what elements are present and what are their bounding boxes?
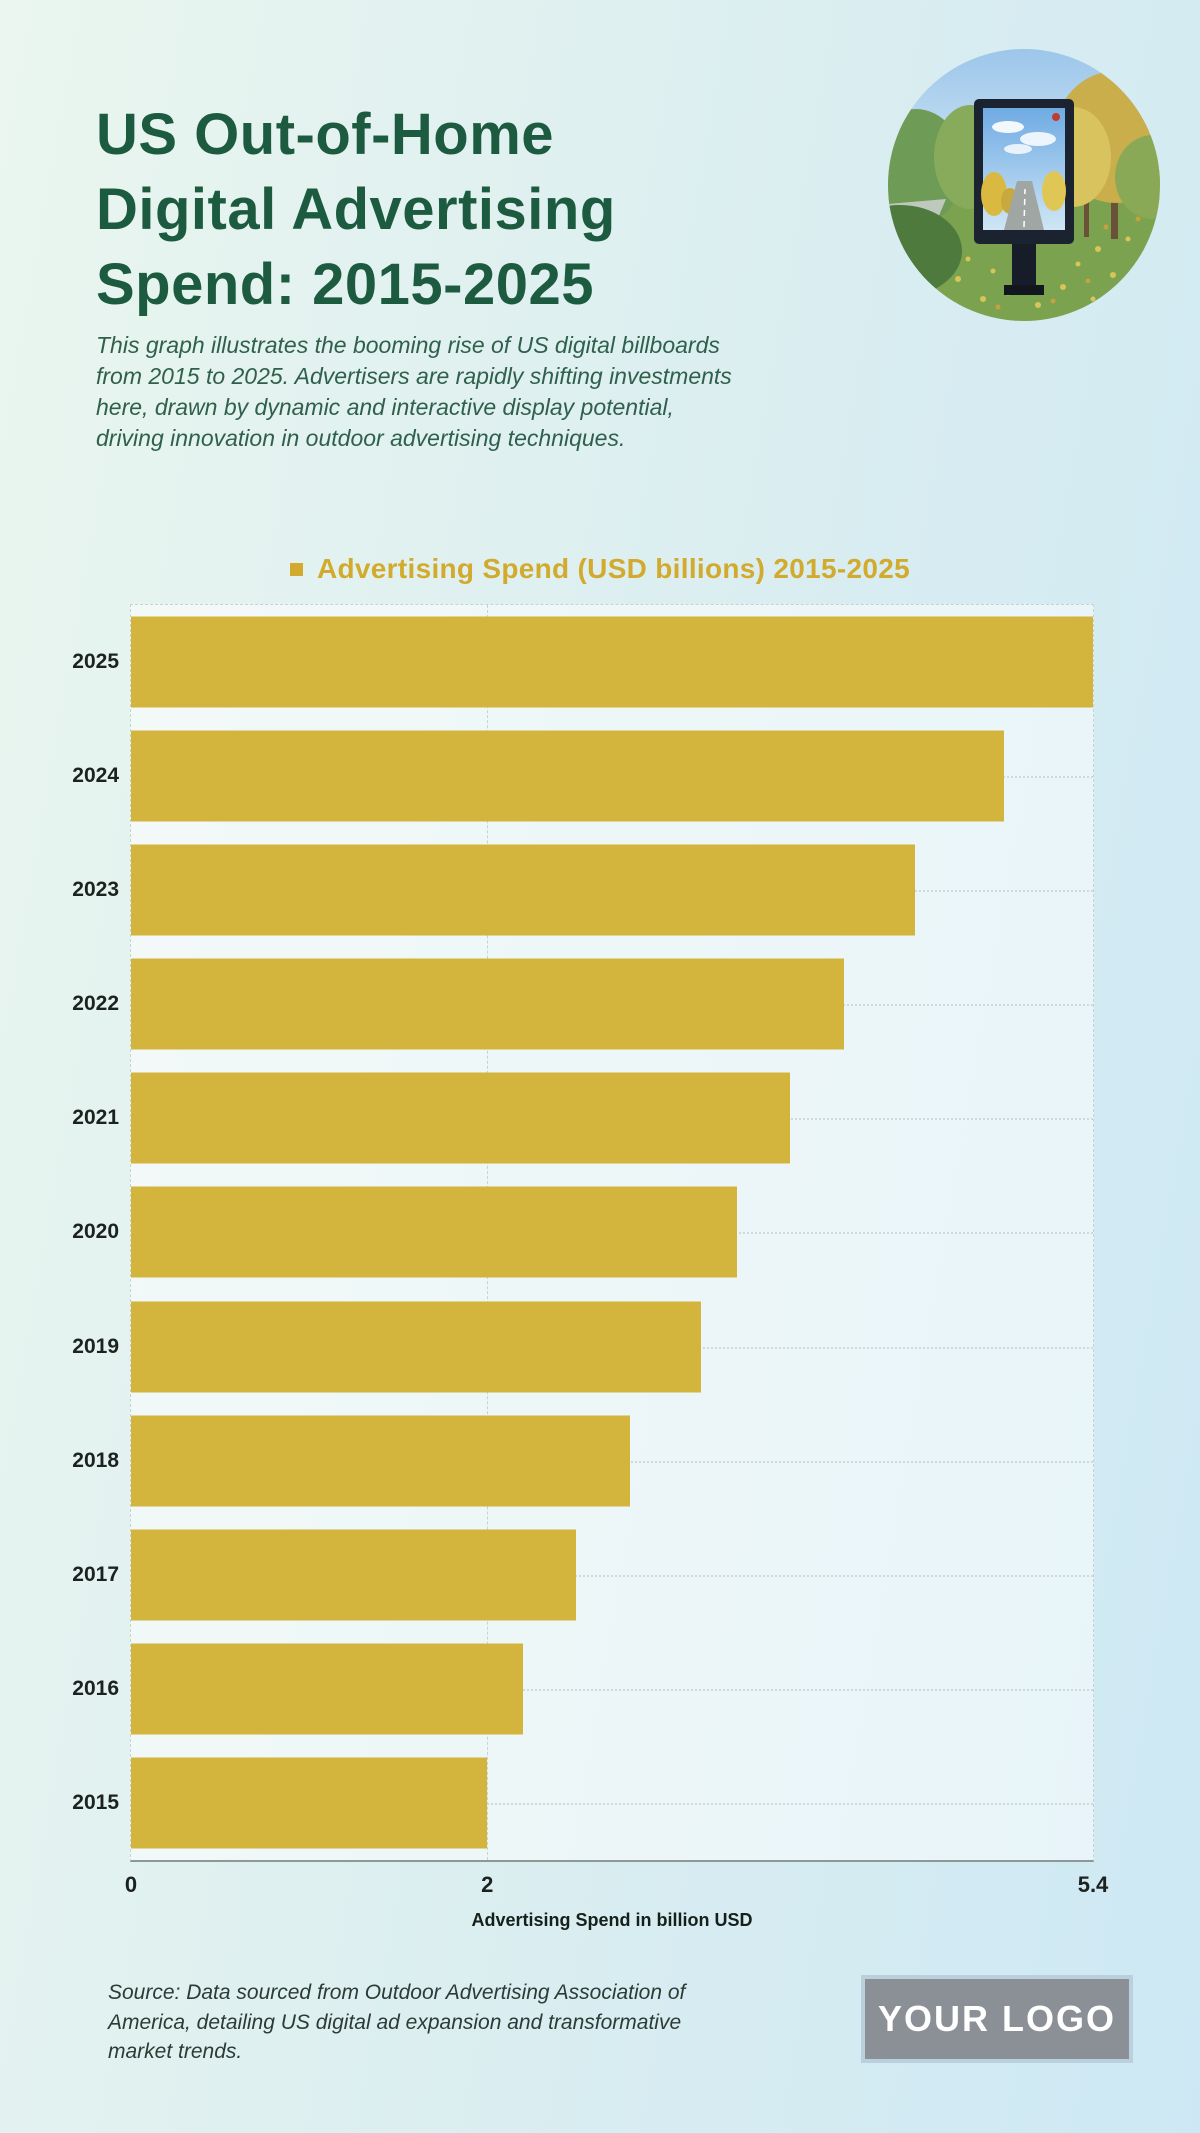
intro-line-4: driving innovation in outdoor advertisin… xyxy=(96,425,626,451)
chart-row-2015: 2015 xyxy=(72,1746,1093,1860)
chart-plot-area: 2025 2024 2023 2022 2021 2020 2019 2018 2017 2016… xyxy=(72,605,1108,1897)
x-tick-2: 2 xyxy=(481,1872,494,1897)
chart-row-2023: 2023 xyxy=(72,833,1093,947)
screen-cloud xyxy=(1004,144,1032,154)
bar-2024 xyxy=(131,730,1004,822)
chart-row-2020: 2020 xyxy=(72,1175,1093,1289)
intro-line-2: from 2015 to 2025. Advertisers are rapid… xyxy=(96,363,732,389)
chart-row-2017: 2017 xyxy=(72,1518,1093,1632)
legend-label: Advertising Spend (USD billions) 2015-20… xyxy=(317,553,910,584)
logo-text: YOUR LOGO xyxy=(877,1998,1116,2039)
chart-legend: Advertising Spend (USD billions) 2015-20… xyxy=(0,553,1200,585)
screen-tree xyxy=(981,172,1007,216)
tree xyxy=(1115,135,1160,219)
source-line-2: America, detailing US digital ad expansi… xyxy=(108,2010,682,2034)
year-label-2021: 2021 xyxy=(72,1106,119,1130)
screen-road xyxy=(1004,181,1044,230)
year-label-2020: 2020 xyxy=(72,1220,119,1244)
row-gridline xyxy=(131,1574,1093,1577)
bar-2017 xyxy=(131,1529,577,1621)
intro-paragraph: This graph illustrates the booming rise … xyxy=(96,330,732,454)
source-line-1: Source: Data sourced from Outdoor Advert… xyxy=(108,1981,686,2004)
bar-2021 xyxy=(131,1072,791,1164)
chart-row-2024: 2024 xyxy=(72,719,1093,833)
bar-2018 xyxy=(131,1415,630,1507)
bar-2025 xyxy=(131,616,1093,708)
year-label-2024: 2024 xyxy=(72,764,119,788)
screen-cloud xyxy=(1020,132,1056,146)
chart-row-2016: 2016 xyxy=(72,1632,1093,1746)
bar-2023 xyxy=(131,844,915,936)
screen-cloud xyxy=(992,121,1024,133)
year-label-2023: 2023 xyxy=(72,878,119,902)
bar-2015 xyxy=(131,1757,488,1849)
screen-logo-mark xyxy=(1052,113,1060,121)
bar-2022 xyxy=(131,958,844,1050)
chart-row-2025: 2025 xyxy=(72,605,1093,719)
intro-line-3: here, drawn by dynamic and interactive d… xyxy=(96,394,674,420)
year-label-2016: 2016 xyxy=(72,1676,119,1700)
year-label-2019: 2019 xyxy=(72,1334,119,1358)
source-line-3: market trends. xyxy=(108,2040,243,2063)
page-title-line-2: Digital Advertising xyxy=(96,176,616,242)
logo-placeholder: YOUR LOGO xyxy=(861,1975,1133,2063)
chart-row-2019: 2019 xyxy=(72,1289,1093,1403)
screen-tree xyxy=(1042,171,1066,211)
bar-2019 xyxy=(131,1301,702,1392)
chart-row-2021: 2021 xyxy=(72,1061,1093,1175)
bar-chart: 2025 2024 2023 2022 2021 2020 2019 2018 2017 2016… xyxy=(72,604,1108,1930)
bar-2020 xyxy=(131,1186,737,1278)
page-title-line-1: US Out-of-Home xyxy=(96,101,555,167)
year-label-2025: 2025 xyxy=(72,650,119,674)
row-gridline xyxy=(131,1688,1093,1691)
billboard-photo-illustration xyxy=(888,49,1160,321)
row-gridline xyxy=(131,1802,1093,1805)
billboard-pole xyxy=(1012,244,1036,288)
page-title-line-3: Spend: 2015-2025 xyxy=(96,251,595,317)
x-tick-0: 0 xyxy=(124,1872,138,1897)
bar-2016 xyxy=(131,1643,523,1735)
chart-row-2018: 2018 xyxy=(72,1404,1093,1518)
page-title: US Out-of-Home Digital Advertising Spend… xyxy=(96,97,616,322)
billboard-base xyxy=(1004,285,1044,295)
x-tick-5.4: 5.4 xyxy=(1077,1872,1109,1897)
source-note: Source: Data sourced from Outdoor Advert… xyxy=(108,1978,685,2067)
year-label-2018: 2018 xyxy=(72,1448,119,1472)
x-axis-label: Advertising Spend in billion USD xyxy=(471,1910,753,1930)
intro-line-1: This graph illustrates the booming rise … xyxy=(96,332,720,358)
legend-square-icon xyxy=(290,562,303,576)
year-label-2015: 2015 xyxy=(72,1790,119,1814)
hero-image xyxy=(888,49,1160,321)
year-label-2017: 2017 xyxy=(72,1562,119,1586)
chart-row-2022: 2022 xyxy=(72,947,1093,1061)
year-label-2022: 2022 xyxy=(72,992,119,1016)
